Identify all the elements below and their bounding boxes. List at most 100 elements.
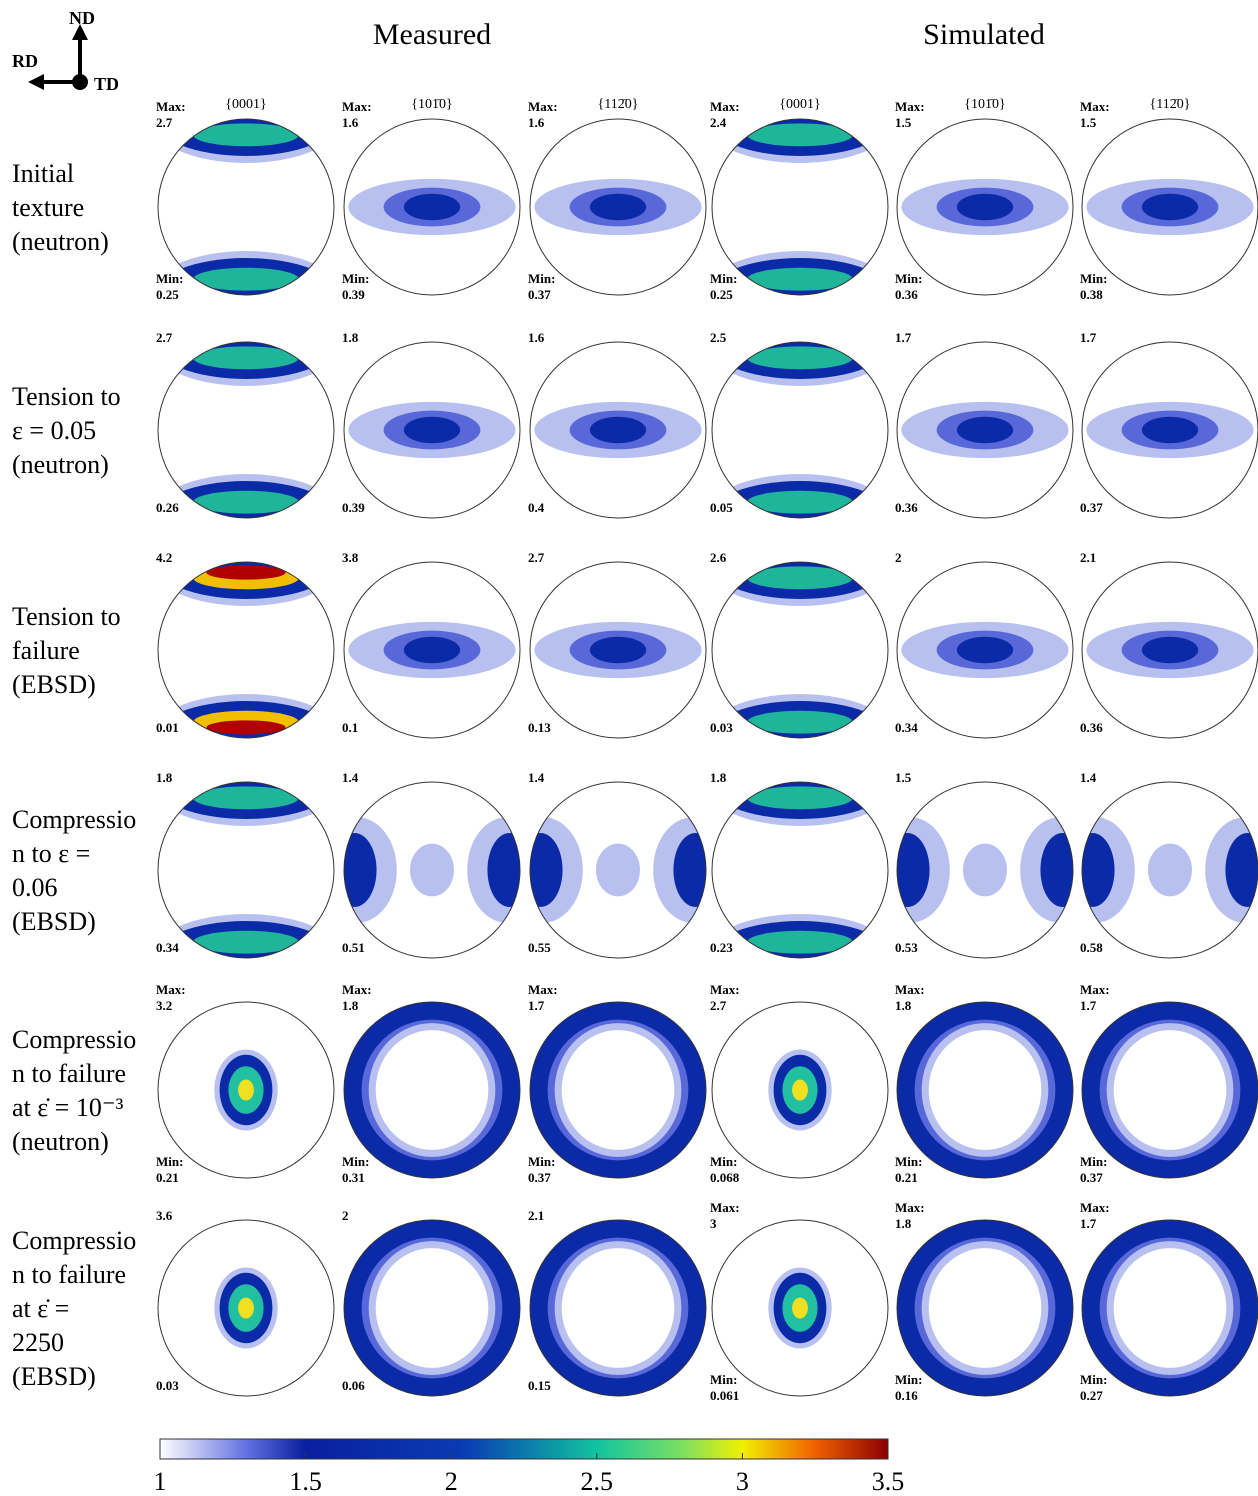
pole-outline xyxy=(896,341,1074,519)
pole-outline xyxy=(711,1219,889,1397)
min-label: Min: xyxy=(342,271,369,286)
pole-figure: 1.4 0.51 xyxy=(342,770,521,959)
max-value: 3.8 xyxy=(342,550,359,565)
texture-region xyxy=(897,833,930,907)
max-label: Max: xyxy=(1080,1200,1110,1215)
pole-figure: Max:1.8 Min:0.31 xyxy=(342,982,521,1185)
td-label: TD xyxy=(94,74,119,94)
row-label: Compressio xyxy=(12,805,136,834)
pole-figure: 20.34 xyxy=(895,550,1074,739)
row-label: n to ε = xyxy=(12,839,90,868)
pole-figure: Max:1.5 Min:0.38 xyxy=(1080,99,1258,302)
texture-map xyxy=(1082,817,1258,923)
texture-map xyxy=(344,1220,520,1396)
min-label: Min: xyxy=(156,271,183,286)
texture-region xyxy=(344,833,377,907)
max-value: 1.7 xyxy=(895,330,912,345)
pole-outline xyxy=(529,1001,707,1179)
colorbar-tick-label: 1.5 xyxy=(289,1467,322,1496)
pole-label: {112̄0} xyxy=(1150,97,1191,112)
pole-figure: 2.1 0.36 xyxy=(1080,550,1258,739)
pole-outline xyxy=(157,341,335,519)
pole-outline xyxy=(157,561,335,739)
texture-map xyxy=(712,119,888,295)
min-label: Min: xyxy=(710,1154,737,1169)
row-label: (EBSD) xyxy=(12,1362,96,1391)
pole-outline xyxy=(896,1219,1074,1397)
texture-region xyxy=(589,193,647,221)
pole-outline xyxy=(711,1001,889,1179)
max-value: 1.5 xyxy=(895,115,912,130)
texture-region xyxy=(375,1030,489,1150)
texture-region xyxy=(238,1297,254,1319)
pole-figure: Max:1.8 Min:0.21 xyxy=(895,982,1074,1185)
min-value: 0.23 xyxy=(710,940,733,955)
texture-map xyxy=(348,178,516,236)
min-label: Min: xyxy=(895,1372,922,1387)
max-value: 2.7 xyxy=(156,330,173,345)
row-label: Tension to xyxy=(12,382,121,411)
max-label: Max: xyxy=(156,99,186,114)
texture-region xyxy=(1141,636,1199,664)
max-value: 1.5 xyxy=(895,770,912,785)
texture-map xyxy=(901,401,1069,459)
min-value: 0.03 xyxy=(710,720,733,735)
min-value: 0.21 xyxy=(156,1170,179,1185)
texture-map xyxy=(530,1220,706,1396)
max-value: 1.8 xyxy=(895,998,912,1013)
max-value: 1.8 xyxy=(895,1216,912,1231)
row-label: texture xyxy=(12,193,84,222)
pole-outline xyxy=(896,781,1074,959)
texture-region xyxy=(193,346,299,370)
pole-figure: 1.8 0.39 xyxy=(342,330,521,519)
min-value: 0.39 xyxy=(342,287,365,302)
min-value: 0.38 xyxy=(1080,287,1103,302)
min-value: 0.31 xyxy=(342,1170,365,1185)
row-label: Compressio xyxy=(12,1025,136,1054)
texture-map xyxy=(344,1002,520,1178)
pole-figure: Max:2.7 Min:0.068 xyxy=(710,982,889,1185)
texture-region xyxy=(403,416,461,444)
min-label: Min: xyxy=(528,271,555,286)
row-label: failure xyxy=(12,636,80,665)
pole-figure: Max:1.6 Min:0.37 xyxy=(528,99,707,302)
pole-figure: 1.4 0.58 xyxy=(1080,770,1258,959)
pole-outline xyxy=(896,1001,1074,1179)
texture-map xyxy=(897,1002,1073,1178)
texture-region xyxy=(747,346,853,370)
min-value: 0.53 xyxy=(895,940,918,955)
pole-label: {101̄0} xyxy=(411,97,452,112)
group-title: Simulated xyxy=(923,18,1045,51)
max-value: 1.7 xyxy=(528,998,545,1013)
pole-figure: Max:1.8 Min:0.16 xyxy=(895,1200,1074,1403)
colorbar xyxy=(159,1438,889,1460)
texture-map xyxy=(1086,621,1254,679)
texture-region xyxy=(747,267,853,291)
texture-region xyxy=(596,843,640,897)
texture-region xyxy=(792,1079,808,1101)
pole-figure: 3.6 0.03 xyxy=(156,1208,335,1397)
pole-figure: Max:1.7 Min:0.27 xyxy=(1080,1200,1258,1403)
texture-map xyxy=(901,178,1069,236)
row-label: ε = 0.05 xyxy=(12,416,96,445)
row-label: (neutron) xyxy=(12,450,109,479)
max-label: Max: xyxy=(895,1200,925,1215)
min-value: 0.16 xyxy=(895,1388,918,1403)
max-value: 1.6 xyxy=(528,115,545,130)
pole-outline xyxy=(1081,781,1258,959)
texture-region xyxy=(193,123,299,147)
pole-figure: Max:2.4 Min:0.25 xyxy=(710,99,889,302)
max-label: Max: xyxy=(710,982,740,997)
texture-region xyxy=(1141,416,1199,444)
min-value: 0.068 xyxy=(710,1170,740,1185)
pole-figure: 1.8 0.34 xyxy=(156,770,335,959)
texture-region xyxy=(928,1030,1042,1150)
texture-region xyxy=(403,193,461,221)
min-label: Min: xyxy=(528,1154,555,1169)
pole-outline xyxy=(529,1219,707,1397)
min-value: 0.25 xyxy=(710,287,733,302)
texture-region xyxy=(206,565,286,580)
max-label: Max: xyxy=(710,1200,740,1215)
texture-map xyxy=(158,119,334,295)
texture-region xyxy=(589,416,647,444)
